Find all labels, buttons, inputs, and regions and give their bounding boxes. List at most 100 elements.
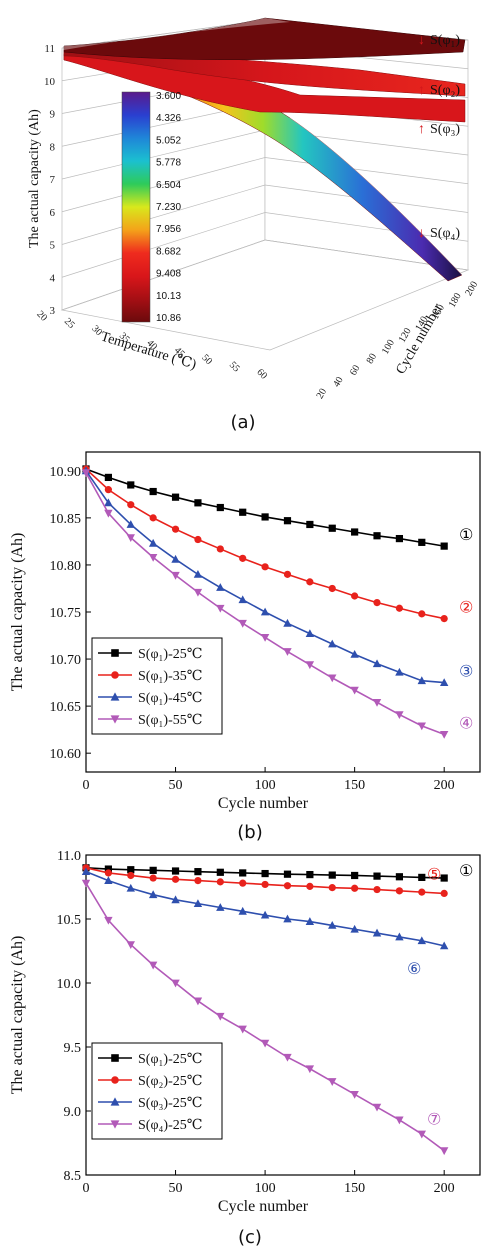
x-tick-label: 100 [255, 1181, 276, 1196]
data-point [440, 874, 448, 882]
y-tick-label: 9.0 [64, 1105, 82, 1120]
data-point [351, 592, 359, 600]
data-point [306, 520, 314, 529]
data-point [110, 1120, 120, 1129]
data-point [126, 534, 135, 543]
colorbar-label: 4.326 [156, 113, 181, 124]
data-point [328, 674, 337, 683]
data-point [283, 882, 292, 890]
data-point [395, 1116, 404, 1125]
data-point [306, 578, 314, 586]
z-tick: 10 [44, 76, 56, 88]
data-point [216, 503, 224, 512]
data-point [193, 997, 203, 1006]
colorbar-label: 7.230 [156, 202, 181, 213]
y-tick-label: 9.5 [64, 1041, 82, 1056]
data-point [350, 1090, 359, 1099]
colorbar: 3.600 4.326 5.052 5.778 6.504 7.230 7.956 8.682… [121, 91, 181, 324]
data-point [283, 517, 292, 525]
data-point [239, 508, 247, 516]
legend-entry: S(φ₂)-25℃ [138, 1074, 202, 1089]
z-axis-label: The actual capacity (Ah) [27, 109, 42, 248]
z-tick: 8 [50, 141, 56, 153]
z-tick: 9 [50, 109, 56, 121]
data-point [110, 1097, 120, 1106]
data-point [110, 692, 120, 701]
data-point [439, 941, 449, 950]
legend-entry: S(φ₁)-45℃ [138, 691, 202, 706]
data-point [171, 867, 180, 875]
data-point [440, 614, 448, 623]
data-point [126, 941, 135, 949]
legend-entry: S(φ₃)-25℃ [138, 1096, 202, 1111]
svg-text:↓: ↓ [418, 226, 425, 241]
surface-label-s1: ↓ S(φ₁) [418, 33, 460, 48]
series-end-label: ⑦ [427, 1110, 441, 1129]
data-point [126, 883, 135, 892]
y-tick-label: 10.65 [50, 700, 82, 715]
data-point [194, 499, 202, 507]
x-tick-label: 100 [255, 778, 276, 793]
y-tick-label: 10.80 [50, 559, 82, 574]
data-point [328, 884, 336, 892]
data-point [239, 879, 247, 887]
caption-c: (c) [238, 1227, 262, 1248]
data-point [216, 604, 225, 613]
y-tick-label: 10.90 [50, 465, 82, 480]
data-point [127, 501, 135, 509]
data-point [351, 528, 359, 536]
legend-b: S(φ₁)-25℃ S(φ₁)-35℃ S(φ₁)-45℃ S(φ₁)-55℃ [91, 637, 223, 735]
data-point [440, 889, 448, 897]
data-point [148, 890, 158, 899]
data-point [127, 481, 135, 489]
data-point [194, 868, 202, 876]
colorbar-label: 5.778 [156, 158, 181, 169]
data-point [127, 871, 135, 880]
data-point [216, 878, 224, 886]
data-point [110, 715, 120, 724]
surface-label-s4: ↓ S(φ₄) [418, 226, 460, 241]
data-point [104, 865, 112, 873]
data-point [372, 1103, 382, 1112]
cycle-tick: 100 [380, 338, 397, 356]
surface-label-s2: ↑ S(φ₂) [418, 83, 460, 98]
data-point [216, 1012, 225, 1021]
data-point [238, 906, 247, 915]
data-point [261, 880, 269, 889]
data-point [283, 618, 292, 627]
data-point [238, 1025, 247, 1034]
z-tick: 5 [50, 240, 56, 252]
legend-entry: S(φ₄)-25℃ [138, 1118, 202, 1133]
data-point [305, 629, 315, 638]
data-point [81, 469, 91, 478]
data-point [418, 873, 426, 881]
data-point [439, 730, 449, 739]
data-point [104, 876, 113, 884]
data-point [149, 487, 157, 496]
svg-text:S(φ₁): S(φ₁) [430, 33, 460, 48]
caption-a: (a) [230, 412, 255, 433]
data-point [395, 873, 404, 881]
data-point [239, 869, 247, 877]
surface-s1 [63, 17, 466, 61]
data-point [127, 866, 135, 874]
data-point [260, 607, 270, 616]
temperature-tick: 50 [199, 352, 214, 367]
y-tick-label: 10.0 [57, 977, 82, 992]
x-axis-label-c: Cycle number [218, 1198, 309, 1215]
data-point [328, 639, 337, 648]
series-2: ⑤ [82, 864, 448, 897]
data-point [148, 961, 158, 970]
legend-entry: S(φ₁)-25℃ [138, 1052, 202, 1067]
data-point [350, 649, 359, 658]
colorbar-label: 9.408 [156, 269, 181, 280]
data-point [395, 604, 404, 612]
data-point [417, 1130, 426, 1139]
series-end-label: ① [459, 525, 473, 544]
colorbar-label: 7.956 [156, 224, 181, 235]
data-point [418, 888, 426, 896]
data-point [194, 877, 202, 885]
data-point [417, 936, 426, 945]
data-point [111, 1054, 119, 1062]
temperature-tick: 20 [34, 309, 49, 324]
